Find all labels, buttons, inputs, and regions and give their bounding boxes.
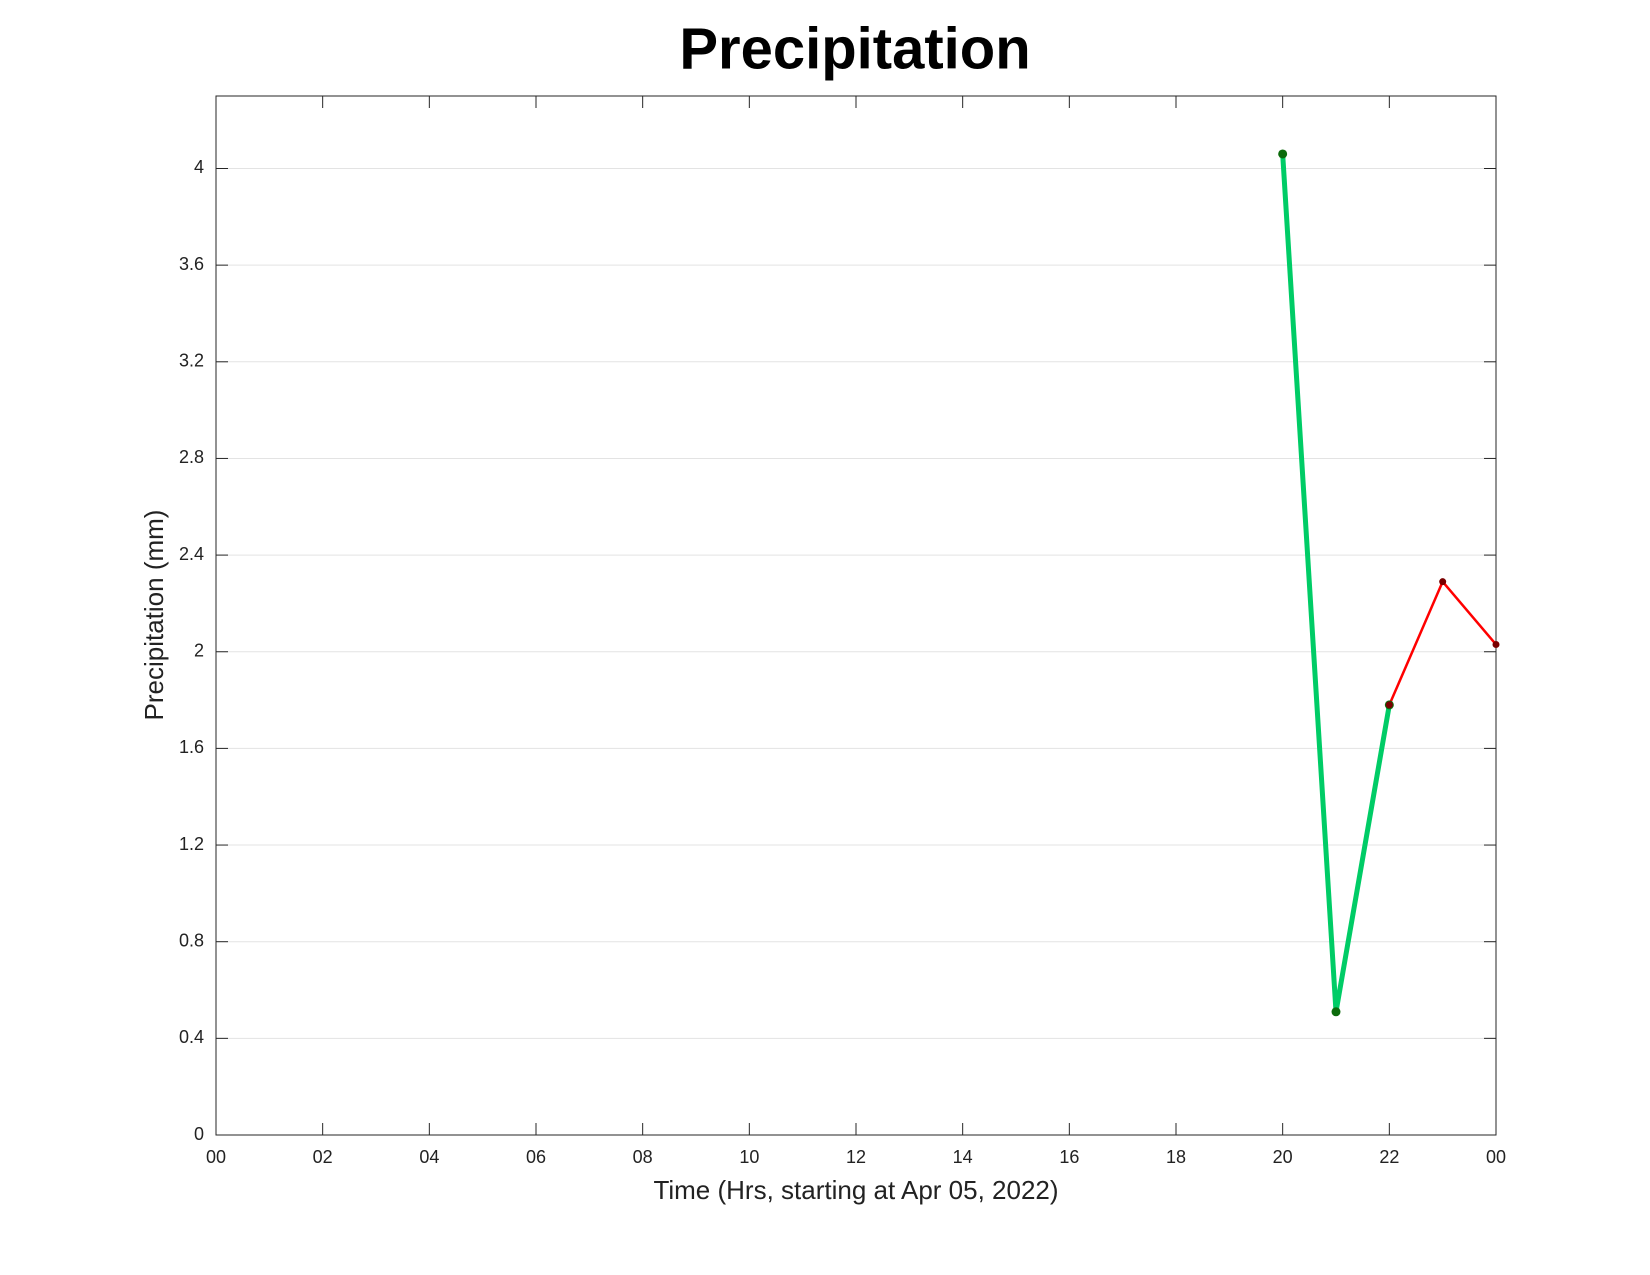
x-tick-label: 18	[1166, 1147, 1186, 1167]
y-tick-label: 0	[194, 1124, 204, 1144]
x-tick-label: 08	[633, 1147, 653, 1167]
data-point	[1439, 578, 1447, 586]
x-tick-label: 16	[1059, 1147, 1079, 1167]
x-axis-label: Time (Hrs, starting at Apr 05, 2022)	[653, 1175, 1058, 1205]
y-axis-label: Precipitation (mm)	[139, 510, 169, 721]
data-point	[1385, 701, 1393, 709]
x-tick-label: 00	[206, 1147, 226, 1167]
y-tick-label: 4	[194, 157, 204, 177]
x-tick-label: 12	[846, 1147, 866, 1167]
x-tick-label: 00	[1486, 1147, 1506, 1167]
y-tick-label: 1.6	[179, 737, 204, 757]
data-point	[1492, 640, 1500, 648]
x-tick-label: 02	[313, 1147, 333, 1167]
x-tick-label: 10	[739, 1147, 759, 1167]
y-tick-label: 0.4	[179, 1027, 204, 1047]
plot-frame	[215, 95, 1497, 1136]
y-tick-label: 3.2	[179, 351, 204, 371]
x-tick-label: 20	[1273, 1147, 1293, 1167]
y-tick-label: 2.8	[179, 447, 204, 467]
data-point	[1331, 1007, 1341, 1017]
y-tick-label: 0.8	[179, 930, 204, 950]
y-tick-label: 1.2	[179, 834, 204, 854]
x-tick-label: 06	[526, 1147, 546, 1167]
chart-title: Precipitation	[679, 16, 1030, 81]
y-tick-label: 2.4	[179, 544, 204, 564]
data-point	[1278, 149, 1288, 159]
x-tick-label: 22	[1379, 1147, 1399, 1167]
y-tick-label: 3.6	[179, 254, 204, 274]
y-tick-label: 2	[194, 640, 204, 660]
x-tick-label: 04	[419, 1147, 439, 1167]
x-tick-label: 14	[953, 1147, 973, 1167]
